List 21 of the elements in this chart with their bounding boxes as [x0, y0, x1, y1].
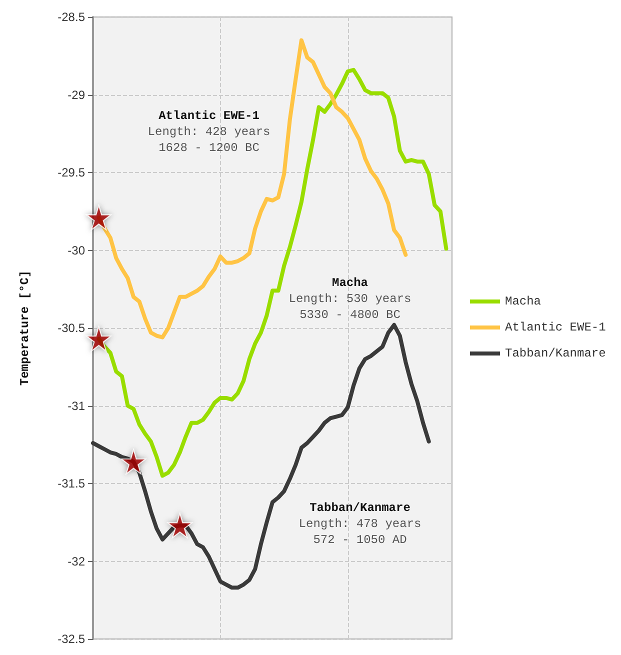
line-series: [91, 322, 431, 590]
y-tick-label: -32: [68, 554, 86, 568]
point: [167, 512, 192, 538]
y-tick-label: -28.5: [58, 10, 86, 24]
legend-label: Macha: [505, 294, 542, 308]
y-tick-label: -29: [68, 88, 86, 102]
annotation: Atlantic EWE-1 Length: 428 years 1628 - 1200 BC: [148, 109, 270, 155]
point: [121, 449, 146, 474]
y-tick-label: -32.5: [58, 632, 86, 646]
annotation: Tabban/Kanmare Length: 478 years 572 - 1050 AD: [298, 501, 422, 547]
annotation: Macha Length: 530 years 5330 - 4800 BC: [288, 276, 412, 322]
y-tick-label: -31.5: [58, 476, 86, 490]
y-tick-label: -29.5: [58, 166, 86, 180]
point: [86, 205, 112, 230]
point: [86, 326, 112, 352]
legend-label: Atlantic EWE-1: [505, 320, 606, 334]
legend-label: Tabban/Kanmare: [505, 346, 606, 360]
y-tick-label: -31: [68, 398, 86, 413]
y-tick-label: -30: [68, 243, 86, 258]
y-tick-label: -30.5: [58, 321, 86, 335]
y-axis-title: Temperature [°C]: [18, 270, 32, 386]
